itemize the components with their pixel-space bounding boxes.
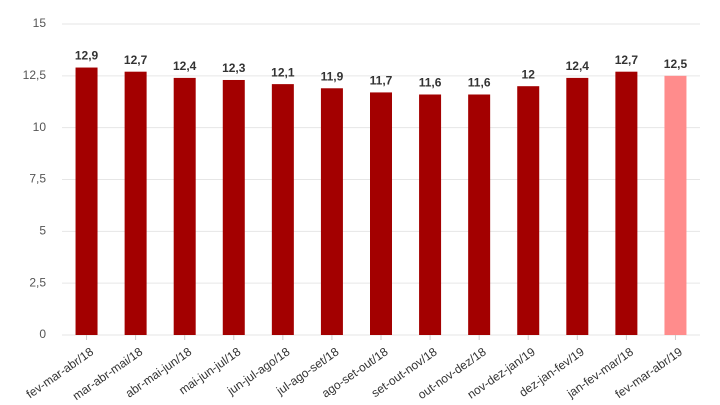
y-tick-label: 2,5 — [29, 275, 46, 289]
bar — [75, 67, 98, 335]
value-label: 11,9 — [321, 69, 344, 83]
y-tick-label: 15 — [33, 16, 47, 30]
bar — [370, 92, 392, 335]
bar — [320, 88, 343, 335]
value-label: 12,7 — [124, 53, 148, 67]
y-tick-label: 7,5 — [29, 172, 46, 186]
bar — [517, 86, 540, 335]
value-label: 12,9 — [75, 49, 99, 63]
value-label: 12 — [522, 67, 536, 81]
value-label: 11,6 — [468, 76, 491, 90]
value-label: 12,5 — [664, 57, 688, 71]
value-label: 12,1 — [271, 65, 295, 79]
y-tick-label: 10 — [33, 120, 47, 134]
bar — [271, 84, 294, 335]
y-tick-label: 12,5 — [23, 68, 47, 82]
value-label: 11,6 — [419, 76, 442, 90]
bar — [124, 71, 147, 335]
value-label: 11,7 — [370, 74, 393, 88]
y-tick-label: 5 — [39, 224, 46, 238]
bar — [566, 77, 589, 335]
bar — [468, 94, 491, 335]
value-label: 12,4 — [566, 59, 590, 73]
value-label: 12,4 — [173, 59, 197, 73]
bar — [173, 77, 196, 335]
bar — [222, 79, 245, 335]
bar — [615, 71, 638, 335]
bar — [419, 94, 442, 335]
y-tick-label: 0 — [39, 327, 46, 341]
value-label: 12,3 — [222, 61, 246, 75]
bar — [664, 75, 687, 335]
value-label: 12,7 — [615, 53, 639, 67]
